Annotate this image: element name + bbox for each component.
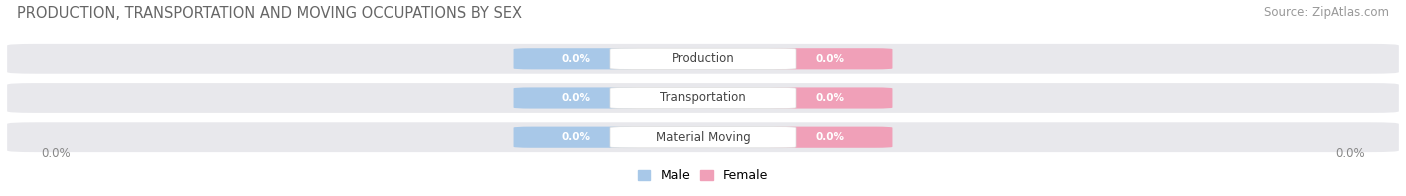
FancyBboxPatch shape <box>7 122 1399 152</box>
FancyBboxPatch shape <box>7 44 1399 74</box>
Text: Material Moving: Material Moving <box>655 131 751 144</box>
Text: 0.0%: 0.0% <box>815 132 845 142</box>
FancyBboxPatch shape <box>610 87 796 109</box>
Legend: Male, Female: Male, Female <box>638 169 768 182</box>
Text: 0.0%: 0.0% <box>561 93 591 103</box>
FancyBboxPatch shape <box>7 83 1399 113</box>
FancyBboxPatch shape <box>769 87 893 109</box>
Text: 0.0%: 0.0% <box>561 132 591 142</box>
Text: PRODUCTION, TRANSPORTATION AND MOVING OCCUPATIONS BY SEX: PRODUCTION, TRANSPORTATION AND MOVING OC… <box>17 6 522 21</box>
Text: Transportation: Transportation <box>661 92 745 104</box>
Text: 0.0%: 0.0% <box>815 54 845 64</box>
FancyBboxPatch shape <box>610 127 796 148</box>
Text: 0.0%: 0.0% <box>561 54 591 64</box>
Text: 0.0%: 0.0% <box>815 93 845 103</box>
FancyBboxPatch shape <box>513 87 637 109</box>
Text: 0.0%: 0.0% <box>1334 147 1364 160</box>
Text: Production: Production <box>672 52 734 65</box>
FancyBboxPatch shape <box>513 127 637 148</box>
Text: 0.0%: 0.0% <box>42 147 72 160</box>
FancyBboxPatch shape <box>769 48 893 69</box>
FancyBboxPatch shape <box>610 48 796 69</box>
Text: Source: ZipAtlas.com: Source: ZipAtlas.com <box>1264 6 1389 19</box>
FancyBboxPatch shape <box>769 127 893 148</box>
FancyBboxPatch shape <box>513 48 637 69</box>
